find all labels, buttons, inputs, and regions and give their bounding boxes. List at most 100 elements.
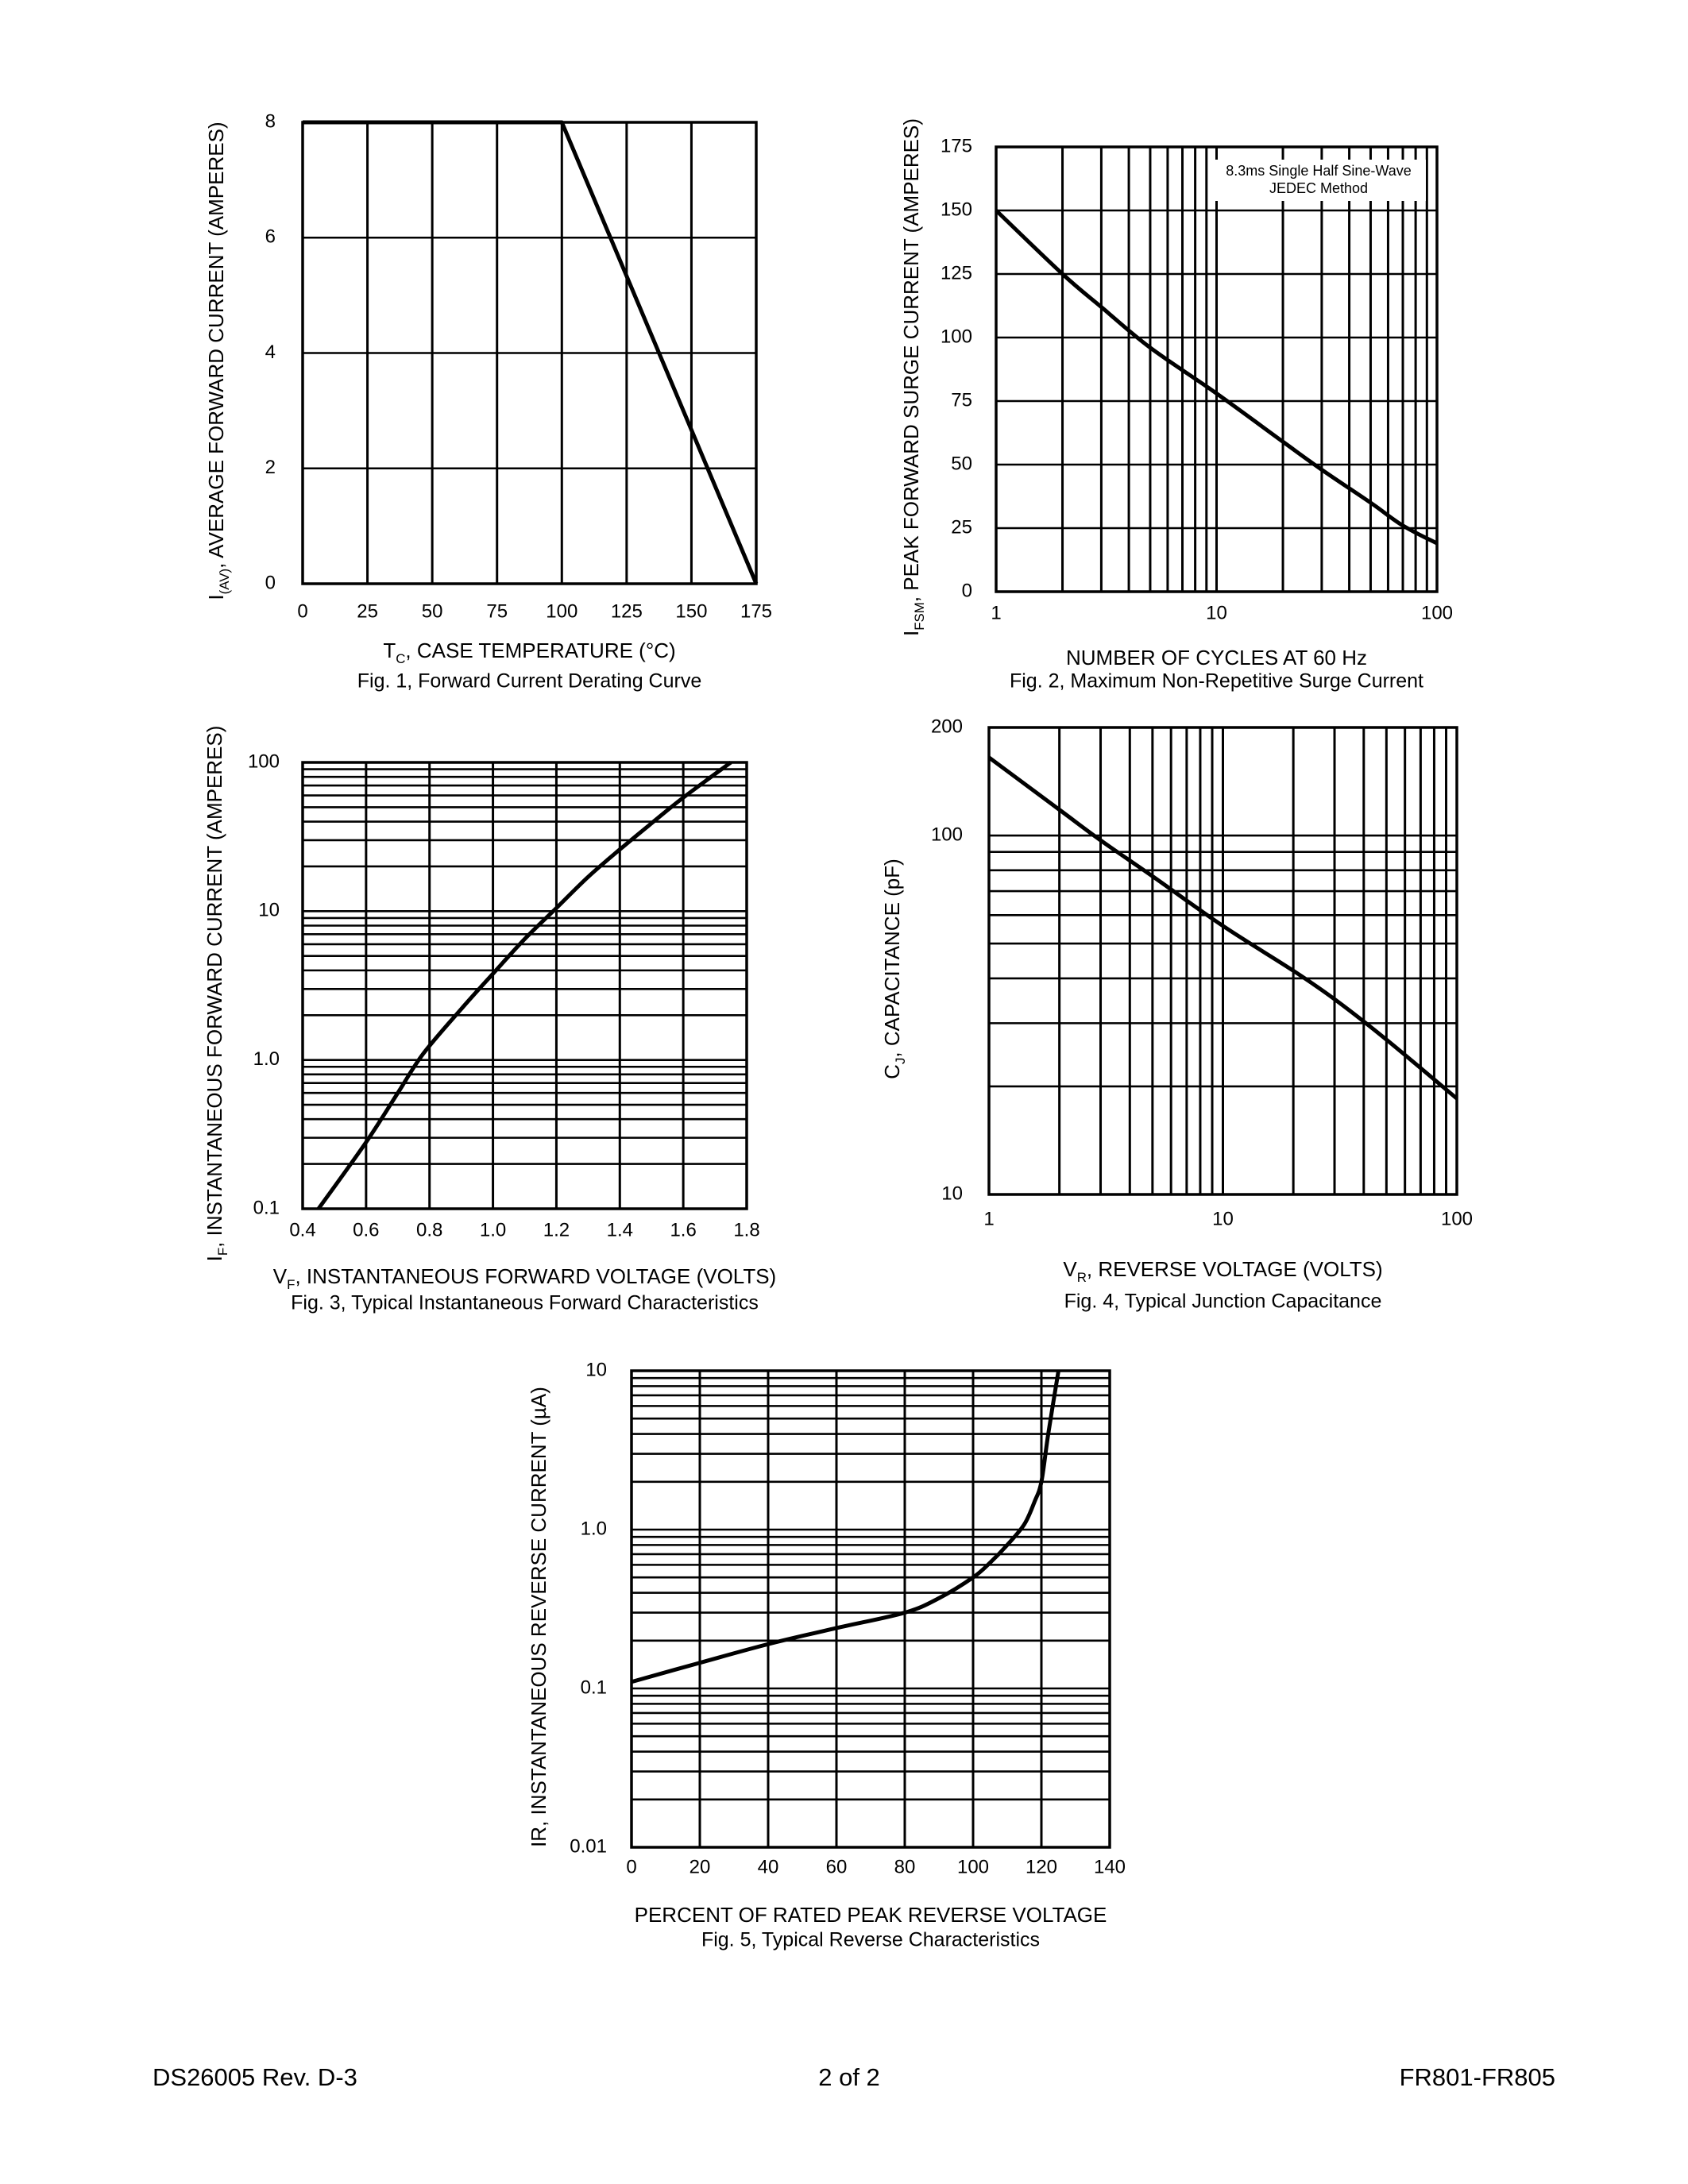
- annotation-text: 8.3ms Single Half Sine-Wave: [1226, 163, 1411, 179]
- y-axis-label-rest: , INSTANTANEOUS FORWARD CURRENT (AMPERES…: [203, 726, 226, 1248]
- plot-frame: [995, 145, 1439, 593]
- x-tick-label: 40: [758, 1856, 779, 1877]
- y-axis-label-subscript: J: [893, 1058, 908, 1064]
- y-tick-label: 4: [265, 341, 276, 363]
- x-tick-label: 1.4: [607, 1219, 633, 1241]
- x-tick-label: 175: [740, 600, 772, 622]
- x-tick-label: 1.0: [480, 1219, 506, 1241]
- y-tick-label: 0.1: [253, 1197, 280, 1218]
- x-tick-label: 1.6: [670, 1219, 696, 1241]
- footer-page-number: 2 of 2: [818, 2063, 880, 2091]
- y-axis-label-main: I: [204, 594, 228, 600]
- y-tick-label: 0: [962, 580, 972, 601]
- y-tick-label: 8: [265, 110, 276, 132]
- y-axis-label: I(AV), AVERAGE FORWARD CURRENT (AMPERES): [204, 122, 232, 600]
- gridlines: [301, 761, 748, 1210]
- x-axis-label: NUMBER OF CYCLES AT 60 Hz: [1066, 646, 1367, 669]
- y-axis-label: IR, INSTANTANEOUS REVERSE CURRENT (µA): [527, 1387, 550, 1847]
- y-tick-label: 50: [951, 453, 972, 474]
- curve-series-0: [631, 1370, 1060, 1684]
- x-axis-label: TC, CASE TEMPERATURE (°C): [383, 639, 675, 666]
- x-tick-label: 150: [675, 600, 707, 622]
- x-tick-label: 100: [1421, 602, 1453, 623]
- y-axis-label-main: C: [880, 1064, 904, 1079]
- x-axis-label-rest: , CASE TEMPERATURE (°C): [405, 639, 675, 662]
- figure-caption: Fig. 2, Maximum Non-Repetitive Surge Cur…: [1010, 670, 1423, 693]
- y-axis-label: IF, INSTANTANEOUS FORWARD CURRENT (AMPER…: [203, 726, 230, 1262]
- fig4-chart: 1 10 100 10 100 200 VR, REVERSE VOLTAGE (VOLTS…: [880, 716, 1473, 1312]
- plot-frame: [301, 761, 748, 1210]
- x-tick-label: 1: [983, 1208, 994, 1229]
- y-tick-label: 100: [248, 751, 280, 772]
- y-tick-label: 1.0: [253, 1048, 280, 1070]
- x-tick-label: 50: [422, 600, 443, 622]
- figure-caption: Fig. 5, Typical Reverse Characteristics: [701, 1929, 1040, 1951]
- y-axis-label-subscript: FSM: [912, 602, 927, 631]
- x-axis-label-main: V: [1063, 1257, 1077, 1281]
- x-tick-label: 120: [1026, 1856, 1057, 1877]
- x-tick-label: 80: [894, 1856, 916, 1877]
- x-axis-label-subscript: F: [287, 1277, 295, 1292]
- x-axis-label-rest: , INSTANTANEOUS FORWARD VOLTAGE (VOLTS): [295, 1264, 776, 1288]
- x-axis-label-main: NUMBER OF CYCLES AT 60 Hz: [1066, 646, 1367, 669]
- plot-frame: [987, 726, 1458, 1196]
- x-tick-label: 100: [957, 1856, 989, 1877]
- figure-caption: Fig. 1, Forward Current Derating Curve: [357, 670, 701, 693]
- x-tick-label: 0.4: [289, 1219, 315, 1241]
- x-axis-label: VF, INSTANTANEOUS FORWARD VOLTAGE (VOLTS…: [273, 1264, 776, 1292]
- y-tick-label: 175: [941, 135, 972, 156]
- y-tick-label: 125: [941, 262, 972, 284]
- annotation-text: JEDEC Method: [1269, 180, 1368, 196]
- y-tick-label: 0.01: [570, 1835, 607, 1857]
- x-tick-label: 0: [626, 1856, 636, 1877]
- y-tick-label: 75: [951, 389, 972, 411]
- y-axis-label-rest: , PEAK FORWARD SURGE CURRENT (AMPERES): [899, 118, 923, 602]
- x-axis-label-main: PERCENT OF RATED PEAK REVERSE VOLTAGE: [635, 1903, 1107, 1927]
- y-axis-label: IFSM, PEAK FORWARD SURGE CURRENT (AMPERE…: [899, 118, 927, 636]
- y-tick-label: 25: [951, 516, 972, 538]
- curve-series-0: [995, 209, 1439, 546]
- y-tick-label: 10: [941, 1183, 963, 1204]
- gridlines: [630, 1369, 1111, 1849]
- y-axis-label: CJ, CAPACITANCE (pF): [880, 859, 908, 1079]
- x-tick-label: 0: [297, 600, 307, 622]
- y-tick-label: 6: [265, 226, 276, 248]
- curve-series-0: [316, 760, 732, 1210]
- fig5-chart: 0 20 40 60 80 100 120 140 0.01 0.1 1.0 10 PERCENT OF…: [527, 1359, 1126, 1951]
- y-tick-label: 0: [265, 572, 276, 593]
- x-tick-label: 60: [826, 1856, 848, 1877]
- plot-frame: [630, 1369, 1111, 1849]
- y-tick-label: 100: [931, 824, 963, 845]
- footer-doc-id: DS26005 Rev. D-3: [153, 2063, 357, 2091]
- y-axis-label-rest: , AVERAGE FORWARD CURRENT (AMPERES): [204, 122, 228, 568]
- x-axis-label: PERCENT OF RATED PEAK REVERSE VOLTAGE: [635, 1903, 1107, 1927]
- x-tick-label: 125: [611, 600, 643, 622]
- y-axis-label-main: IR, INSTANTANEOUS REVERSE CURRENT (µA): [527, 1387, 550, 1847]
- y-axis-label-rest: , CAPACITANCE (pF): [880, 859, 904, 1057]
- figure-caption: Fig. 4, Typical Junction Capacitance: [1064, 1291, 1382, 1313]
- y-axis-label-subscript: (AV): [217, 569, 232, 595]
- x-tick-label: 20: [689, 1856, 711, 1877]
- y-tick-label: 200: [931, 716, 963, 737]
- fig1-chart: 0 25 50 75 100 125 150 175 0 2 4 6 8 TC, CASE TEMPERA…: [204, 110, 772, 692]
- x-tick-label: 10: [1206, 602, 1227, 623]
- y-tick-label: 1.0: [581, 1518, 607, 1539]
- annotation-background: [1209, 160, 1426, 201]
- x-tick-label: 100: [1441, 1208, 1473, 1229]
- x-tick-label: 0.6: [353, 1219, 379, 1241]
- y-axis-label-main: I: [203, 1256, 226, 1261]
- x-axis-label-subscript: R: [1077, 1270, 1087, 1285]
- y-axis-label-main: I: [899, 631, 923, 636]
- x-tick-label: 25: [357, 600, 378, 622]
- x-axis-label-main: T: [383, 639, 396, 662]
- curve-series-0: [987, 755, 1458, 1101]
- y-tick-label: 0.1: [581, 1677, 607, 1698]
- figure-caption: Fig. 3, Typical Instantaneous Forward Ch…: [291, 1292, 759, 1314]
- y-tick-label: 10: [258, 900, 280, 921]
- x-tick-label: 1.2: [543, 1219, 570, 1241]
- x-tick-label: 140: [1094, 1856, 1126, 1877]
- y-tick-label: 100: [941, 326, 972, 347]
